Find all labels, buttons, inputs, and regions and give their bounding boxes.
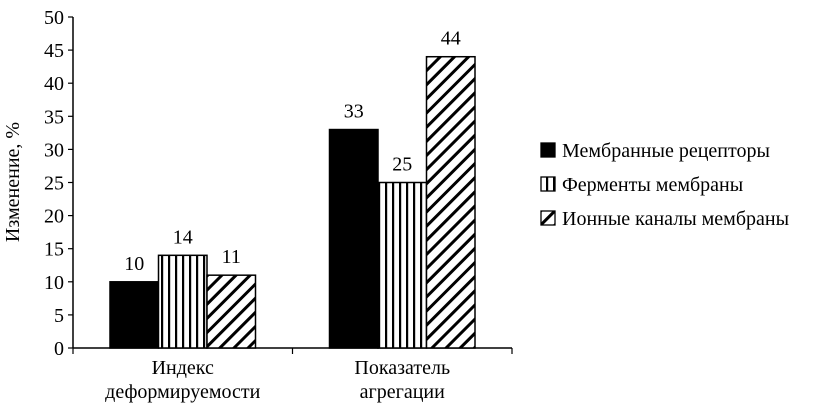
y-tick-label: 30: [44, 139, 64, 161]
y-tick-label: 50: [44, 7, 64, 29]
y-tick-label: 40: [44, 73, 64, 95]
legend-swatch: [540, 176, 556, 192]
y-tick-label: 45: [44, 40, 64, 62]
y-axis-label: Изменение, %: [2, 122, 24, 242]
x-tick-label: Показатель: [354, 357, 450, 379]
bar: [206, 274, 257, 349]
y-tick-label: 5: [54, 305, 64, 327]
bar: [377, 181, 428, 349]
legend-swatch: [540, 142, 556, 158]
data-label: 14: [173, 226, 193, 248]
y-tick-label: 0: [54, 338, 64, 360]
data-label: 25: [392, 154, 412, 176]
bars: 10 14 11 33 25 44: [109, 28, 476, 349]
bar: [425, 55, 476, 349]
bar: [328, 128, 379, 349]
legend-label: Мембранные рецепторы: [562, 140, 770, 162]
legend: Мембранные рецепторы Ферменты мембраны Ион…: [540, 140, 789, 230]
y-tick-label: 25: [44, 173, 64, 195]
y-tick-label: 35: [44, 106, 64, 128]
legend-label: Ионные каналы мембраны: [562, 208, 789, 230]
data-label: 10: [124, 253, 144, 275]
y-tick-label: 10: [44, 272, 64, 294]
bar: [109, 281, 160, 349]
x-tick-label: Индекс: [152, 357, 214, 379]
data-label: 33: [344, 101, 364, 123]
y-tick-label: 15: [44, 239, 64, 261]
axes: 0 5 10 15 20 25 30 35 40 45 50 Изменение, % Индексде…: [2, 7, 513, 403]
data-label: 11: [222, 246, 241, 268]
x-tick-label: деформируемости: [105, 381, 260, 403]
data-label: 44: [441, 28, 461, 50]
y-tick-label: 20: [44, 206, 64, 228]
legend-label: Ферменты мембраны: [562, 174, 743, 196]
legend-swatch: [540, 210, 556, 226]
bar: [157, 254, 208, 349]
x-tick-label: агрегации: [360, 381, 445, 403]
